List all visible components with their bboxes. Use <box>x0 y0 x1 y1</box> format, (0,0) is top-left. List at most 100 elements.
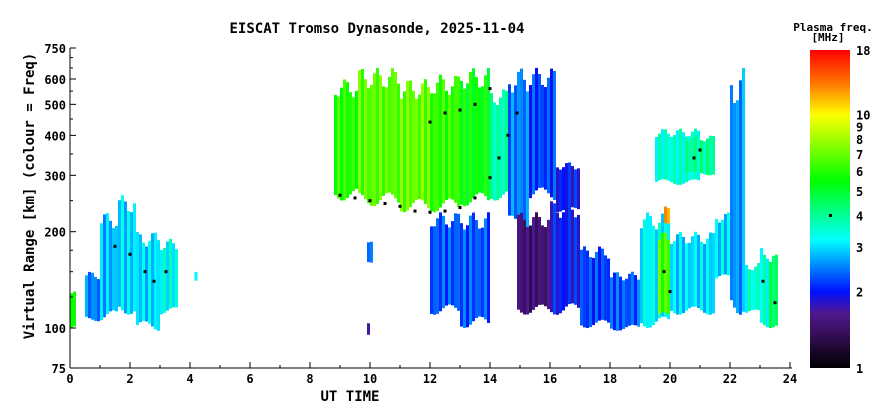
echo-trace-point <box>428 120 432 124</box>
data-column <box>685 140 688 174</box>
data-column <box>589 257 592 328</box>
echo-trace-point <box>368 199 372 203</box>
data-column <box>194 271 198 281</box>
data-column <box>469 215 472 325</box>
echo-trace-group <box>113 87 777 305</box>
data-column <box>481 86 484 194</box>
data-column <box>355 90 358 189</box>
data-region <box>400 79 430 213</box>
data-region <box>160 238 178 315</box>
data-column <box>595 251 598 323</box>
data-column <box>436 218 439 314</box>
data-column <box>535 67 538 191</box>
data-column <box>619 276 622 331</box>
data-column <box>703 243 706 313</box>
data-column <box>175 249 178 308</box>
data-column <box>655 229 658 322</box>
data-column <box>508 84 511 216</box>
data-column <box>388 76 391 193</box>
data-column <box>565 202 568 307</box>
data-column <box>688 242 691 309</box>
echo-trace-point <box>698 148 702 152</box>
echo-trace-point <box>152 279 156 283</box>
data-column <box>760 248 763 323</box>
data-region <box>367 323 370 335</box>
echo-trace-point <box>338 193 342 197</box>
data-column <box>550 68 553 198</box>
x-tick-label: 4 <box>186 372 193 386</box>
data-column <box>406 80 409 211</box>
data-column <box>166 241 169 311</box>
data-column <box>529 85 532 199</box>
data-region <box>760 248 769 328</box>
data-region <box>745 263 760 313</box>
data-column <box>130 212 133 314</box>
data-column <box>85 275 88 317</box>
data-column <box>517 214 520 310</box>
colorbar-unit: [MHz] <box>811 31 844 44</box>
data-column <box>448 94 451 199</box>
echo-trace-point <box>353 196 357 200</box>
echo-trace-point <box>458 206 462 210</box>
echo-trace-point <box>473 102 477 106</box>
data-column <box>139 234 142 323</box>
data-column <box>109 220 112 312</box>
data-column <box>397 83 400 203</box>
data-column <box>445 224 448 306</box>
data-column <box>628 273 631 326</box>
data-column <box>703 141 706 175</box>
data-column <box>553 203 556 315</box>
echo-trace-point <box>428 210 432 214</box>
x-axis-label: UT TIME <box>320 389 379 405</box>
data-column <box>709 232 712 315</box>
data-column <box>370 84 373 206</box>
data-column <box>586 250 589 329</box>
data-column <box>634 275 637 326</box>
data-column <box>700 241 703 311</box>
data-column <box>553 70 556 201</box>
data-column <box>100 223 103 321</box>
echo-trace-point <box>488 87 492 91</box>
data-column <box>670 244 673 311</box>
echo-trace-point <box>506 133 510 137</box>
data-column <box>667 239 670 315</box>
data-column <box>157 240 160 331</box>
data-region <box>715 212 730 279</box>
data-column <box>562 212 565 311</box>
data-column <box>421 83 424 201</box>
data-column <box>364 79 367 200</box>
data-column <box>694 135 697 172</box>
data-column <box>643 219 646 327</box>
data-column <box>676 234 679 315</box>
data-column <box>451 221 454 306</box>
data-column <box>646 212 649 328</box>
data-column <box>754 266 757 310</box>
x-tick-label: 8 <box>306 372 313 386</box>
data-column <box>412 90 415 203</box>
data-column <box>559 217 562 314</box>
data-column <box>367 323 370 335</box>
data-column <box>712 233 715 314</box>
y-tick-label: 300 <box>44 169 66 183</box>
data-column <box>568 162 571 208</box>
data-column <box>574 217 577 305</box>
data-column <box>376 67 379 204</box>
data-region <box>367 241 373 263</box>
data-column <box>580 249 583 326</box>
y-tick-label: 600 <box>44 73 66 87</box>
data-region <box>658 232 670 315</box>
data-column <box>379 75 382 201</box>
x-tick-label: 16 <box>543 372 557 386</box>
data-column <box>541 84 544 188</box>
data-column <box>544 87 547 190</box>
data-region <box>100 213 118 321</box>
data-column <box>679 128 682 185</box>
data-column <box>748 269 751 312</box>
data-column <box>439 74 442 208</box>
data-column <box>415 98 418 200</box>
data-column <box>583 246 586 328</box>
data-column <box>673 135 676 184</box>
data-region <box>730 67 745 315</box>
data-column <box>526 226 529 315</box>
data-column <box>463 88 466 207</box>
